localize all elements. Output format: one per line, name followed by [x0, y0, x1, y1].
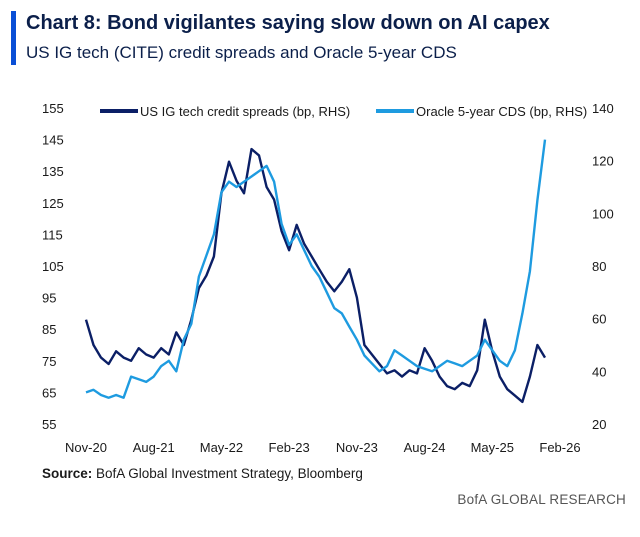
legend-label: Oracle 5-year CDS (bp, RHS): [416, 104, 587, 119]
x-tick-label: May-22: [200, 440, 243, 455]
brand-footer: BofA GLOBAL RESEARCH: [457, 492, 626, 507]
left-tick-label: 115: [42, 227, 63, 242]
left-tick-label: 145: [42, 133, 64, 148]
x-tick-label: Aug-24: [404, 440, 446, 455]
x-tick-label: May-25: [471, 440, 514, 455]
left-tick-label: 155: [42, 101, 64, 116]
left-tick-label: 55: [42, 417, 56, 432]
right-tick-label: 120: [592, 154, 614, 169]
left-tick-label: 95: [42, 291, 56, 306]
x-tick-label: Nov-20: [65, 440, 107, 455]
right-tick-label: 140: [592, 101, 614, 116]
source-label: Source:: [42, 466, 93, 481]
x-tick-label: Nov-23: [336, 440, 378, 455]
left-tick-label: 125: [42, 196, 64, 211]
x-tick-label: Aug-21: [133, 440, 175, 455]
right-tick-label: 80: [592, 259, 606, 274]
left-tick-label: 75: [42, 354, 56, 369]
right-tick-label: 40: [592, 364, 606, 379]
right-tick-label: 100: [592, 206, 614, 221]
series-layer: [84, 139, 547, 404]
chart-subtitle: US IG tech (CITE) credit spreads and Ora…: [26, 43, 457, 62]
left-tick-label: 105: [42, 259, 64, 274]
series-line-oracle-cds: [85, 139, 547, 399]
left-axis-ticks: 155 145 135 125 115 105 95 85 75 65 55: [42, 101, 64, 432]
left-tick-label: 135: [42, 164, 64, 179]
right-axis-ticks: 140 120 100 80 60 40 20: [592, 101, 614, 432]
x-tick-label: Feb-26: [539, 440, 580, 455]
right-tick-label: 60: [592, 312, 606, 327]
chart-legend: US IG tech credit spreads (bp, RHS) Oracl…: [100, 104, 587, 119]
x-axis-ticks: Nov-20 Aug-21 May-22 Feb-23 Nov-23 Aug-24 May-…: [65, 440, 581, 455]
source-text: BofA Global Investment Strategy, Bloombe…: [92, 466, 363, 481]
right-tick-label: 20: [592, 417, 606, 432]
legend-label: US IG tech credit spreads (bp, RHS): [140, 104, 350, 119]
series-line-us-ig-tech-spreads: [84, 147, 547, 404]
left-tick-label: 65: [42, 385, 56, 400]
chart-title: Chart 8: Bond vigilantes saying slow dow…: [26, 12, 550, 34]
left-tick-label: 85: [42, 322, 56, 337]
x-tick-label: Feb-23: [269, 440, 310, 455]
source-note: Source: BofA Global Investment Strategy,…: [42, 466, 363, 481]
title-accent-bar: [11, 11, 16, 65]
